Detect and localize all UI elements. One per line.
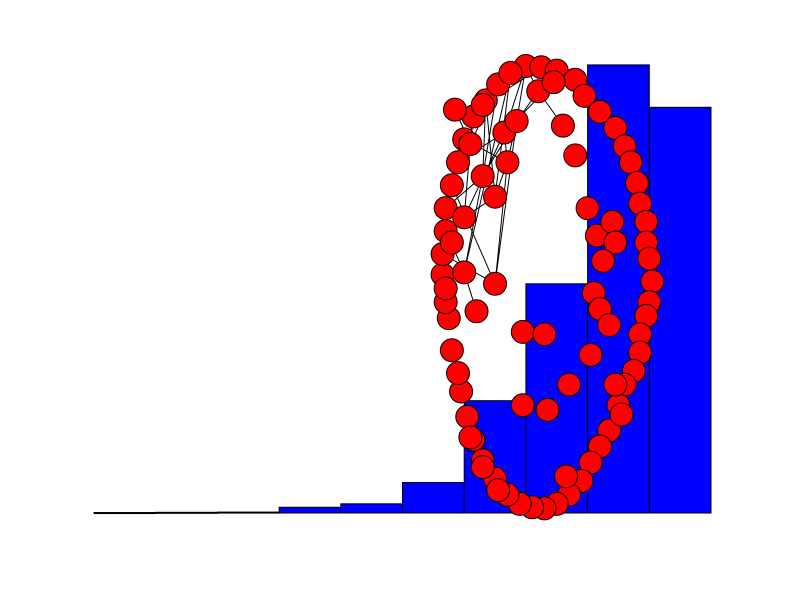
histogram-bar xyxy=(278,506,342,514)
network-node xyxy=(439,173,464,198)
network-node xyxy=(446,150,471,175)
network-node xyxy=(609,402,634,427)
network-node xyxy=(532,322,557,347)
network-node xyxy=(634,209,659,234)
network-node xyxy=(483,184,508,209)
network-node xyxy=(600,209,625,234)
network-edge xyxy=(494,162,508,284)
network-edge xyxy=(463,143,471,218)
network-node xyxy=(603,372,628,397)
network-node xyxy=(575,196,600,221)
network-node xyxy=(442,97,467,122)
network-node xyxy=(510,393,535,418)
network-node xyxy=(470,164,495,189)
network-node xyxy=(535,397,560,422)
network-node xyxy=(458,425,483,450)
network-node xyxy=(446,361,471,386)
network-node xyxy=(603,230,628,255)
histogram-bar xyxy=(216,511,280,514)
network-node xyxy=(572,83,597,108)
network-node xyxy=(498,60,523,85)
network-node xyxy=(483,271,508,296)
network-node xyxy=(591,248,616,273)
network-node xyxy=(486,478,511,503)
network-node xyxy=(637,246,662,271)
network-node xyxy=(541,70,566,95)
network-node xyxy=(439,230,464,255)
network-node xyxy=(439,338,464,363)
network-nodes xyxy=(430,54,665,521)
network-node xyxy=(470,455,495,480)
histogram-bar xyxy=(648,106,712,514)
network-node xyxy=(464,299,489,324)
network-node xyxy=(470,93,495,118)
network-node xyxy=(504,109,529,134)
histogram-bar xyxy=(402,482,465,514)
network-node xyxy=(510,319,535,344)
network-node xyxy=(624,170,649,195)
histogram-bar xyxy=(340,503,403,514)
network-node xyxy=(458,131,483,156)
network-node xyxy=(578,342,603,367)
network-node xyxy=(557,372,582,397)
network-node xyxy=(640,269,665,294)
network-node xyxy=(455,404,480,429)
network-node xyxy=(563,143,588,168)
histogram-bar xyxy=(93,512,157,515)
network-edge xyxy=(494,120,518,284)
network-node xyxy=(433,276,458,301)
network-edge xyxy=(451,185,496,284)
histogram-bar xyxy=(155,511,218,514)
network-node xyxy=(618,150,643,175)
network-node xyxy=(452,205,477,230)
network-node xyxy=(452,260,477,285)
network-node xyxy=(597,313,622,338)
network-node xyxy=(550,113,575,138)
network-node xyxy=(495,150,520,175)
network-node xyxy=(587,99,612,124)
network-node xyxy=(554,464,579,489)
